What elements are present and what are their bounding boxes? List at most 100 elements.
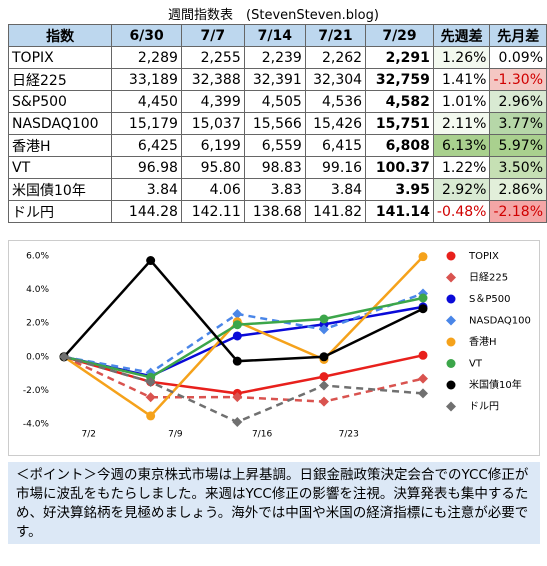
- legend-label: 香港H: [469, 336, 497, 348]
- marker: [232, 308, 243, 319]
- table-row: VT 96.98 95.80 98.83 99.16 100.37 1.22% 3.50%: [7, 156, 547, 179]
- cell: 2,291: [365, 46, 434, 69]
- marker: [146, 411, 156, 421]
- marker: [145, 377, 156, 387]
- cell: 138.68: [243, 200, 306, 223]
- note: ＜ポイント＞今週の東京株式市場は上昇基調。日銀金融政策決定会合でのYCC修正が市…: [8, 462, 540, 544]
- cell: -0.48%: [432, 200, 491, 223]
- marker: [418, 304, 428, 314]
- marker: [446, 359, 456, 368]
- cell: -1.30%: [489, 68, 547, 91]
- cell: 3.84: [304, 178, 367, 201]
- index-name: VT: [7, 156, 113, 179]
- marker: [232, 320, 242, 330]
- table-row: 米国債10年 3.84 4.06 3.83 3.84 3.95 2.92% 2.86%: [7, 178, 547, 201]
- marker: [232, 392, 243, 403]
- cell: 142.11: [180, 200, 245, 223]
- legend-label: NASDAQ100: [469, 316, 531, 327]
- marker: [446, 401, 456, 412]
- cell: 3.50%: [489, 156, 547, 179]
- marker: [446, 251, 456, 261]
- cell: 6,808: [365, 134, 434, 157]
- marker: [319, 314, 329, 324]
- cell: 100.37: [365, 156, 434, 179]
- y-tick-label: 2.0%: [26, 319, 49, 329]
- cell: 98.83: [243, 156, 306, 179]
- y-tick-label: -2.0%: [23, 386, 50, 396]
- cell: 6,425: [111, 134, 182, 157]
- y-tick-label: -4.0%: [23, 420, 50, 430]
- cell: 33,189: [111, 68, 182, 91]
- cell: 95.80: [180, 156, 245, 179]
- x-tick-label: 7/23: [339, 430, 359, 440]
- table-row: NASDAQ100 15,179 15,037 15,566 15,426 15,751 2…: [7, 112, 547, 135]
- header-cell: 6/30: [111, 24, 182, 47]
- cell: 2.92%: [432, 178, 491, 201]
- cell: 32,388: [180, 68, 245, 91]
- cell: 15,179: [111, 112, 182, 135]
- x-tick-label: 7/16: [252, 430, 272, 440]
- marker: [232, 331, 242, 341]
- cell: 15,566: [243, 112, 306, 135]
- cell: 4,536: [304, 90, 367, 113]
- marker: [446, 272, 456, 283]
- cell: 15,037: [180, 112, 245, 135]
- cell: 3.77%: [489, 112, 547, 135]
- index-name: 米国債10年: [7, 178, 113, 201]
- table-row: 香港H 6,425 6,199 6,559 6,415 6,808 6.13% 5.97%: [7, 134, 547, 157]
- x-tick-label: 7/2: [82, 430, 96, 440]
- marker: [232, 416, 243, 427]
- cell: 5.97%: [489, 134, 547, 157]
- x-tick-label: 7/9: [168, 430, 183, 440]
- cell: 1.26%: [432, 46, 491, 69]
- cell: 1.41%: [432, 68, 491, 91]
- marker: [319, 372, 329, 382]
- marker: [318, 324, 329, 335]
- marker: [146, 256, 156, 266]
- legend-label: TOPIX: [468, 251, 499, 262]
- index-name: 香港H: [7, 134, 113, 157]
- cell: 4,582: [365, 90, 434, 113]
- marker: [418, 252, 428, 262]
- header-cell: 7/29: [365, 24, 434, 47]
- cell: 15,426: [304, 112, 367, 135]
- table-row: S&P500 4,450 4,399 4,505 4,536 4,582 1.01% 2.96…: [7, 90, 547, 113]
- marker: [145, 392, 156, 403]
- marker: [232, 356, 242, 366]
- cell: 1.01%: [432, 90, 491, 113]
- index-name: S&P500: [7, 90, 113, 113]
- marker: [446, 294, 456, 304]
- cell: 2,239: [243, 46, 306, 69]
- cell: 4,505: [243, 90, 306, 113]
- cell: 144.28: [111, 200, 182, 223]
- cell: 15,751: [365, 112, 434, 135]
- header-cell: 指数: [7, 24, 113, 47]
- marker: [319, 352, 329, 362]
- cell: 0.09%: [489, 46, 547, 69]
- table-row: TOPIX 2,289 2,255 2,239 2,262 2,291 1.26% 0.09%: [7, 46, 547, 69]
- marker: [446, 315, 456, 326]
- cell: 4,450: [111, 90, 182, 113]
- y-tick-label: 4.0%: [26, 285, 49, 295]
- cell: 32,759: [365, 68, 434, 91]
- marker: [59, 351, 69, 362]
- cell: 2,255: [180, 46, 245, 69]
- header-cell: 7/7: [180, 24, 245, 47]
- cell: 3.83: [243, 178, 306, 201]
- cell: 32,391: [243, 68, 306, 91]
- legend-label: ドル円: [469, 402, 499, 413]
- y-tick-label: 6.0%: [26, 252, 49, 262]
- index-name: NASDAQ100: [7, 112, 113, 135]
- header-cell: 先週差: [432, 24, 491, 47]
- header-cell: 7/21: [304, 24, 367, 47]
- table-title: 週間指数表 (StevenSteven.blog): [168, 8, 379, 23]
- cell: 2,289: [111, 46, 182, 69]
- table-row: 日経225 33,189 32,388 32,391 32,304 32,759 1.41%…: [7, 68, 547, 91]
- index-name: 日経225: [7, 68, 113, 91]
- marker: [418, 293, 428, 303]
- cell: 3.95: [365, 178, 434, 201]
- legend-label: S＆P500: [469, 294, 510, 305]
- index-name: ドル円: [7, 200, 113, 223]
- cell: 1.22%: [432, 156, 491, 179]
